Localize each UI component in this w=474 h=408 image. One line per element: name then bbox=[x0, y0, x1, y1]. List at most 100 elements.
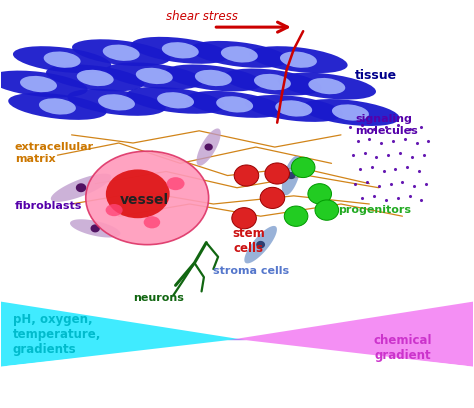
Ellipse shape bbox=[223, 69, 322, 95]
Point bbox=[368, 164, 375, 171]
Ellipse shape bbox=[164, 64, 263, 91]
Point bbox=[394, 122, 401, 128]
Ellipse shape bbox=[190, 41, 289, 68]
Ellipse shape bbox=[185, 91, 284, 118]
Ellipse shape bbox=[308, 78, 345, 94]
Polygon shape bbox=[256, 241, 265, 248]
Ellipse shape bbox=[106, 169, 170, 218]
Point bbox=[415, 168, 423, 175]
Point bbox=[375, 182, 383, 189]
Ellipse shape bbox=[44, 51, 81, 68]
Point bbox=[413, 140, 420, 146]
Point bbox=[406, 126, 413, 132]
Point bbox=[356, 166, 364, 173]
Polygon shape bbox=[282, 156, 301, 195]
Ellipse shape bbox=[162, 42, 199, 58]
Ellipse shape bbox=[254, 74, 291, 90]
Polygon shape bbox=[70, 219, 120, 237]
Ellipse shape bbox=[301, 99, 400, 126]
Point bbox=[406, 193, 413, 199]
Ellipse shape bbox=[127, 87, 225, 114]
Ellipse shape bbox=[245, 95, 343, 122]
Point bbox=[384, 152, 392, 158]
Point bbox=[422, 180, 430, 187]
Point bbox=[392, 166, 399, 173]
Polygon shape bbox=[197, 129, 221, 166]
Ellipse shape bbox=[20, 76, 57, 92]
Point bbox=[401, 136, 409, 142]
Ellipse shape bbox=[67, 89, 166, 116]
Ellipse shape bbox=[234, 165, 259, 186]
Ellipse shape bbox=[136, 68, 173, 84]
Ellipse shape bbox=[284, 206, 308, 226]
Ellipse shape bbox=[13, 46, 111, 73]
Point bbox=[403, 164, 411, 171]
Ellipse shape bbox=[315, 200, 338, 220]
Ellipse shape bbox=[98, 94, 135, 111]
Point bbox=[420, 152, 428, 158]
Ellipse shape bbox=[292, 157, 315, 177]
Point bbox=[387, 180, 394, 187]
Ellipse shape bbox=[275, 100, 312, 117]
Polygon shape bbox=[91, 224, 100, 233]
Ellipse shape bbox=[221, 46, 258, 62]
Text: extracellular
matrix: extracellular matrix bbox=[15, 142, 94, 164]
Ellipse shape bbox=[105, 62, 203, 89]
Ellipse shape bbox=[131, 37, 229, 64]
Ellipse shape bbox=[216, 96, 253, 113]
Ellipse shape bbox=[157, 92, 194, 109]
Point bbox=[358, 122, 366, 128]
Text: pH, oxygen,
temperature,
gradients: pH, oxygen, temperature, gradients bbox=[12, 313, 101, 356]
Point bbox=[363, 178, 371, 185]
Ellipse shape bbox=[249, 46, 347, 73]
Ellipse shape bbox=[144, 216, 160, 228]
Text: stem
cells: stem cells bbox=[232, 226, 265, 255]
Ellipse shape bbox=[166, 177, 184, 190]
Point bbox=[389, 138, 397, 144]
Point bbox=[354, 138, 361, 144]
Point bbox=[418, 197, 425, 203]
Ellipse shape bbox=[308, 184, 331, 204]
Text: tissue: tissue bbox=[355, 69, 397, 82]
Polygon shape bbox=[51, 174, 111, 202]
Text: vessel: vessel bbox=[120, 193, 169, 207]
Polygon shape bbox=[0, 340, 474, 367]
Ellipse shape bbox=[260, 187, 285, 208]
Text: shear stress: shear stress bbox=[166, 11, 238, 23]
Point bbox=[380, 168, 387, 175]
Text: fibroblasts: fibroblasts bbox=[15, 201, 82, 211]
Text: chemical
gradient: chemical gradient bbox=[373, 334, 432, 362]
Point bbox=[377, 140, 385, 146]
Ellipse shape bbox=[232, 208, 256, 229]
Ellipse shape bbox=[332, 104, 369, 121]
Polygon shape bbox=[287, 172, 295, 179]
Polygon shape bbox=[244, 226, 277, 264]
Point bbox=[370, 126, 378, 132]
Polygon shape bbox=[228, 302, 474, 367]
Ellipse shape bbox=[77, 70, 114, 86]
Text: progenitors: progenitors bbox=[338, 205, 411, 215]
Polygon shape bbox=[0, 302, 246, 367]
Ellipse shape bbox=[46, 64, 145, 91]
Ellipse shape bbox=[265, 163, 290, 184]
Text: signaling
molecules: signaling molecules bbox=[355, 114, 418, 135]
Point bbox=[351, 180, 359, 187]
Text: neurons: neurons bbox=[134, 293, 184, 302]
Point bbox=[394, 195, 401, 201]
Ellipse shape bbox=[39, 98, 76, 115]
Ellipse shape bbox=[106, 204, 123, 216]
Ellipse shape bbox=[72, 39, 170, 66]
Ellipse shape bbox=[8, 93, 107, 120]
Text: stroma cells: stroma cells bbox=[213, 266, 289, 276]
Point bbox=[358, 195, 366, 201]
Point bbox=[373, 154, 380, 160]
Ellipse shape bbox=[86, 151, 209, 245]
Point bbox=[365, 136, 373, 142]
Point bbox=[382, 197, 390, 203]
Point bbox=[418, 124, 425, 130]
Ellipse shape bbox=[278, 73, 376, 100]
Point bbox=[349, 152, 356, 158]
Ellipse shape bbox=[0, 71, 88, 98]
Polygon shape bbox=[204, 144, 213, 151]
Point bbox=[396, 150, 404, 156]
